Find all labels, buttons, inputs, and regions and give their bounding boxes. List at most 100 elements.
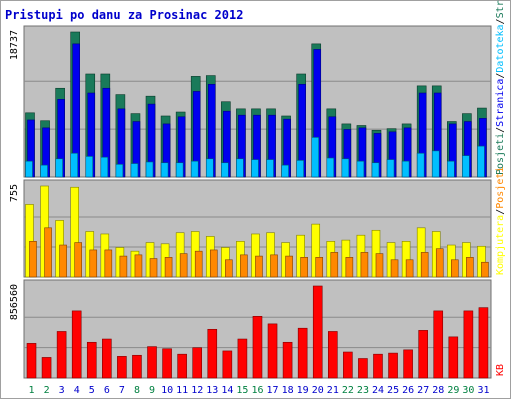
bar-datoteka: [251, 159, 259, 178]
legend-text-top: Posjeti/Stranica/Datoteka/Stranica: [495, 0, 506, 175]
bar-datoteka: [447, 160, 455, 178]
bar-kb: [267, 323, 278, 379]
legend-top: Posjeti/Stranica/Datoteka/Stranica: [495, 0, 506, 175]
bar-posjeti: [194, 250, 203, 278]
x-tick-label: 15: [236, 385, 248, 396]
bar-kb: [207, 328, 218, 379]
y-max-label-middle: 755: [9, 184, 20, 202]
bar-posjeti: [179, 253, 188, 278]
bar-kb: [237, 338, 248, 379]
bar-posjeti: [375, 253, 384, 278]
legend-entry: Stranica: [495, 79, 506, 127]
bar-datoteka: [130, 163, 139, 178]
bar-kb: [388, 352, 398, 379]
legend-text-middle: Kompjutera/Posjeti: [495, 167, 506, 275]
x-axis-labels: 1 2 3 4 5 6 7 8 9 10 11 12 13 14 15 16 17 18 19 20 21 22 23 24 2…: [29, 385, 490, 396]
bar-datoteka: [341, 158, 350, 178]
bar-posjeti: [360, 252, 369, 278]
panel-top: 18737 Posjeti/Stranica/Datoteka/Stranica: [9, 0, 506, 178]
bar-datoteka: [462, 155, 470, 178]
bar-datoteka: [190, 160, 199, 178]
y-max-label-top: 18737: [9, 30, 20, 60]
bar-kb: [478, 307, 489, 379]
bar-kb: [358, 358, 368, 379]
panel-middle: 755 Kompjutera/Posjeti: [9, 167, 506, 278]
legend-entry: Posjeti: [495, 167, 506, 209]
x-tick-label: 16: [251, 385, 263, 396]
x-tick-label: 7: [119, 385, 125, 396]
bar-posjeti: [330, 252, 339, 278]
x-tick-label: 21: [327, 385, 339, 396]
bar-datoteka: [477, 145, 485, 178]
x-tick-label: 2: [44, 385, 50, 396]
x-tick-label: 11: [176, 385, 188, 396]
x-tick-label: 17: [267, 385, 279, 396]
bar-kb: [327, 331, 338, 379]
bar-posjeti: [225, 259, 233, 278]
bar-kb: [147, 346, 157, 379]
bar-posjeti: [119, 255, 128, 278]
bar-posjeti: [134, 254, 143, 278]
bar-kb: [403, 349, 413, 379]
bar-posjeti: [390, 259, 399, 278]
bar-kb: [56, 331, 67, 379]
x-tick-label: 20: [312, 385, 324, 396]
bar-datoteka: [386, 159, 395, 178]
bar-datoteka: [296, 160, 304, 178]
bar-kb: [463, 310, 474, 379]
bar-posjeti: [285, 255, 293, 278]
bar-datoteka: [85, 156, 94, 178]
x-tick-label: 24: [372, 385, 384, 396]
bar-posjeti: [420, 252, 429, 278]
x-tick-label: 27: [417, 385, 429, 396]
legend-bottom: KB: [495, 364, 506, 376]
x-tick-label: 10: [161, 385, 173, 396]
bar-kb: [192, 347, 203, 379]
chart-panels: 18737Posjeti/Stranica/Datoteka/Stranica7…: [9, 0, 506, 379]
x-tick-label: 4: [74, 385, 80, 396]
legend-entry: Kompjutera: [495, 215, 506, 275]
bar-kb: [71, 310, 82, 379]
x-tick-label: 14: [221, 385, 233, 396]
legend-entry: Datoteka: [495, 24, 506, 72]
bar-kb: [373, 353, 383, 379]
x-tick-label: 28: [432, 385, 444, 396]
bar-kb: [282, 341, 293, 379]
x-tick-label: 29: [447, 385, 459, 396]
x-tick-label: 31: [477, 385, 489, 396]
legend-entry: KB: [495, 364, 506, 376]
bar-datoteka: [371, 162, 380, 178]
bar-posjeti: [466, 257, 474, 278]
x-tick-label: 9: [149, 385, 155, 396]
bar-datoteka: [160, 162, 169, 178]
bar-posjeti: [405, 259, 414, 278]
bar-posjeti: [59, 244, 67, 278]
x-tick-label: 30: [462, 385, 474, 396]
bar-posjeti: [164, 257, 173, 278]
bar-posjeti: [29, 241, 37, 278]
bar-kb: [222, 350, 233, 379]
bar-datoteka: [100, 156, 109, 178]
bar-datoteka: [70, 152, 78, 178]
x-tick-label: 25: [387, 385, 399, 396]
bar-kb: [102, 338, 112, 379]
x-tick-label: 13: [206, 385, 218, 396]
chart-title: Pristupi po danu za Prosinac 2012: [5, 8, 243, 22]
bar-kb: [162, 348, 172, 379]
x-tick-label: 1: [29, 385, 35, 396]
bar-datoteka: [236, 158, 244, 178]
bar-datoteka: [281, 164, 289, 178]
bar-kb: [448, 336, 459, 379]
legend-middle: Kompjutera/Posjeti: [495, 167, 506, 275]
bar-datoteka: [25, 160, 33, 178]
bar-datoteka: [266, 159, 274, 178]
bar-posjeti: [345, 257, 354, 278]
x-tick-label: 3: [59, 385, 65, 396]
x-tick-label: 6: [104, 385, 110, 396]
bar-kb: [418, 330, 428, 379]
x-tick-label: 19: [297, 385, 309, 396]
x-tick-label: 8: [134, 385, 140, 396]
bar-kb: [26, 343, 37, 379]
